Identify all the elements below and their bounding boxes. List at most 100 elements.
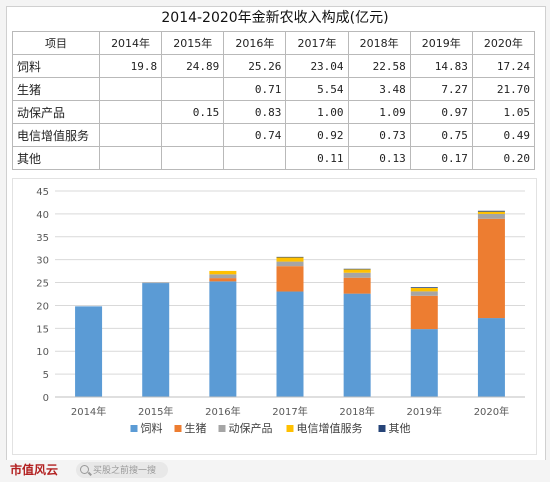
bar-segment — [276, 256, 304, 258]
bar-segment — [410, 295, 438, 330]
table-cell: 0.13 — [347, 146, 411, 170]
table-row: 生猪 0.71 5.54 3.48 7.27 21.70 — [12, 77, 536, 101]
bar-segment — [209, 274, 237, 279]
table-cell: 0.75 — [409, 123, 473, 147]
y-tick-label: 40 — [36, 210, 49, 221]
search-input[interactable]: 买股之前搜一搜 — [76, 462, 168, 478]
y-tick-label: 25 — [36, 279, 49, 290]
table-cell: 0.83 — [223, 100, 287, 124]
legend-swatch — [378, 425, 386, 432]
table-cell — [161, 123, 225, 147]
bar-segment — [276, 291, 304, 397]
x-tick-label: 2014年 — [71, 405, 106, 418]
table-cell: 24.89 — [161, 54, 225, 78]
table-header-cell: 2017年 — [285, 31, 349, 55]
y-tick-label: 30 — [36, 256, 49, 267]
y-tick-label: 35 — [36, 233, 49, 244]
bar-segment — [142, 282, 170, 284]
table-header-cell: 2015年 — [161, 31, 225, 55]
table-row: 动保产品 0.15 0.83 1.00 1.09 0.97 1.05 — [12, 100, 536, 124]
table-cell: 19.8 — [98, 54, 163, 78]
table-cell: 22.58 — [347, 54, 411, 78]
bar-segment — [142, 283, 170, 397]
legend-swatch — [218, 425, 226, 432]
table-cell — [98, 77, 163, 101]
table-row: 电信增值服务 0.74 0.92 0.73 0.75 0.49 — [12, 123, 536, 147]
bar-segment — [276, 261, 304, 267]
table-row-label: 动保产品 — [12, 100, 100, 124]
table-row-label: 饲料 — [12, 54, 100, 78]
table-cell: 0.74 — [223, 123, 287, 147]
table-cell: 0.49 — [471, 123, 536, 147]
search-placeholder: 买股之前搜一搜 — [93, 466, 157, 476]
table-header-cell: 项目 — [12, 31, 100, 55]
bar-segment — [343, 293, 371, 397]
bar-segment — [477, 318, 505, 397]
table-cell: 3.48 — [347, 77, 411, 101]
bar-segment — [343, 268, 371, 270]
bar-segment — [276, 266, 304, 292]
bar-segment — [477, 218, 505, 319]
table-cell: 0.20 — [471, 146, 536, 170]
y-tick-label: 0 — [43, 393, 49, 404]
table-cell: 14.83 — [409, 54, 473, 78]
bar-segment — [477, 210, 505, 212]
table-cell: 1.00 — [285, 100, 349, 124]
table-header-cell: 2019年 — [409, 31, 473, 55]
legend-label: 其他 — [389, 422, 411, 435]
table-header-cell: 2014年 — [98, 31, 163, 55]
y-tick-label: 45 — [36, 187, 49, 198]
table-cell — [161, 77, 225, 101]
bar-segment — [343, 277, 371, 294]
bar-segment — [410, 329, 438, 397]
bar-segment — [343, 269, 371, 273]
table-cell: 5.54 — [285, 77, 349, 101]
legend-swatch — [286, 425, 294, 432]
chart-title: 2014-2020年金新农收入构成(亿元) — [161, 10, 389, 26]
bar-segment — [410, 287, 438, 292]
y-tick-label: 5 — [43, 370, 49, 381]
table-row-label: 生猪 — [12, 77, 100, 101]
table-cell — [161, 146, 225, 170]
bar-segment — [75, 306, 103, 397]
table-cell: 1.09 — [347, 100, 411, 124]
legend-swatch — [174, 425, 182, 432]
table-cell: 0.71 — [223, 77, 287, 101]
y-tick-label: 10 — [36, 347, 49, 358]
table-row-label: 电信增值服务 — [12, 123, 100, 147]
table-row: 其他 0.11 0.13 0.17 0.20 — [12, 146, 536, 170]
table-cell: 0.73 — [347, 123, 411, 147]
legend-swatch — [130, 425, 138, 432]
bar-segment — [209, 281, 237, 397]
table-cell: 0.15 — [161, 100, 225, 124]
chart-svg: 0 5 10 15 20 25 30 35 40 45 2014年 2015年 2016年 2017年 20… — [36, 187, 525, 435]
legend-label: 动保产品 — [229, 421, 273, 435]
bar-segment — [276, 257, 304, 262]
bar-segment — [410, 287, 438, 288]
table-cell: 7.27 — [409, 77, 473, 101]
legend-label: 电信增值服务 — [297, 421, 363, 435]
table-cell — [223, 146, 287, 170]
brand-logo: 市值风云 — [10, 463, 59, 477]
table-header-row: 项目 2014年 2015年 2016年 2017年 2018年 2019年 2020年 — [12, 31, 536, 55]
revenue-table: 项目 2014年 2015年 2016年 2017年 2018年 2019年 2020年 饲料 1… — [12, 31, 536, 170]
table-cell: 25.26 — [223, 54, 287, 78]
x-tick-label: 2017年 — [272, 405, 307, 418]
table-cell: 0.97 — [409, 100, 473, 124]
table-header-cell: 2020年 — [471, 31, 536, 55]
bar-segment — [209, 278, 237, 282]
legend-label: 饲料 — [141, 421, 163, 435]
table-cell: 1.05 — [471, 100, 536, 124]
stacked-bar-chart: 0 5 10 15 20 25 30 35 40 45 2014年 2015年 2016年 2017年 20… — [12, 178, 537, 455]
y-tick-label: 20 — [36, 301, 49, 312]
table-cell — [98, 146, 163, 170]
table-cell: 0.92 — [285, 123, 349, 147]
bar-segment — [343, 272, 371, 278]
table-row: 饲料 19.8 24.89 25.26 23.04 22.58 14.83 17.24 — [12, 54, 536, 78]
bar-segment — [410, 291, 438, 296]
x-tick-label: 2015年 — [138, 405, 173, 418]
table-cell — [98, 100, 163, 124]
x-tick-label: 2019年 — [407, 405, 442, 418]
bar-segment — [209, 270, 237, 275]
table-cell: 21.70 — [471, 77, 536, 101]
